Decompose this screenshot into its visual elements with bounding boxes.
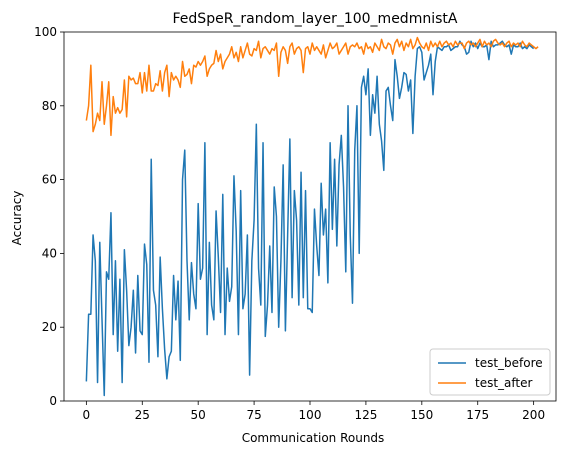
legend-label-test-before: test_before (475, 356, 543, 370)
x-tick-label: 100 (299, 408, 322, 422)
legend-label-test-after: test_after (475, 376, 533, 390)
x-tick-label: 25 (135, 408, 150, 422)
y-tick-label: 20 (42, 320, 57, 334)
x-tick-label: 200 (522, 408, 545, 422)
x-axis-label: Communication Rounds (242, 431, 385, 445)
y-tick-label: 60 (42, 173, 57, 187)
y-axis: 0 20 40 60 80 100 (34, 25, 64, 408)
x-tick-label: 75 (246, 408, 261, 422)
x-tick-label: 0 (83, 408, 91, 422)
y-tick-label: 0 (49, 394, 57, 408)
plot-area (64, 32, 556, 401)
x-tick-label: 125 (354, 408, 377, 422)
x-axis: 0 25 50 75 100 125 150 175 200 (83, 401, 546, 422)
series-line-test-after (86, 38, 538, 136)
y-tick-label: 40 (42, 246, 57, 260)
plot-frame (64, 32, 556, 401)
legend: test_before test_after (430, 349, 550, 395)
chart-title: FedSpeR_random_layer_100_medmnistA (173, 11, 458, 27)
x-tick-label: 50 (191, 408, 206, 422)
y-axis-label: Accuracy (10, 191, 24, 246)
x-tick-label: 150 (410, 408, 433, 422)
y-tick-label: 80 (42, 99, 57, 113)
x-tick-label: 175 (466, 408, 489, 422)
series-line-test-before (86, 41, 533, 395)
y-tick-label: 100 (34, 25, 57, 39)
